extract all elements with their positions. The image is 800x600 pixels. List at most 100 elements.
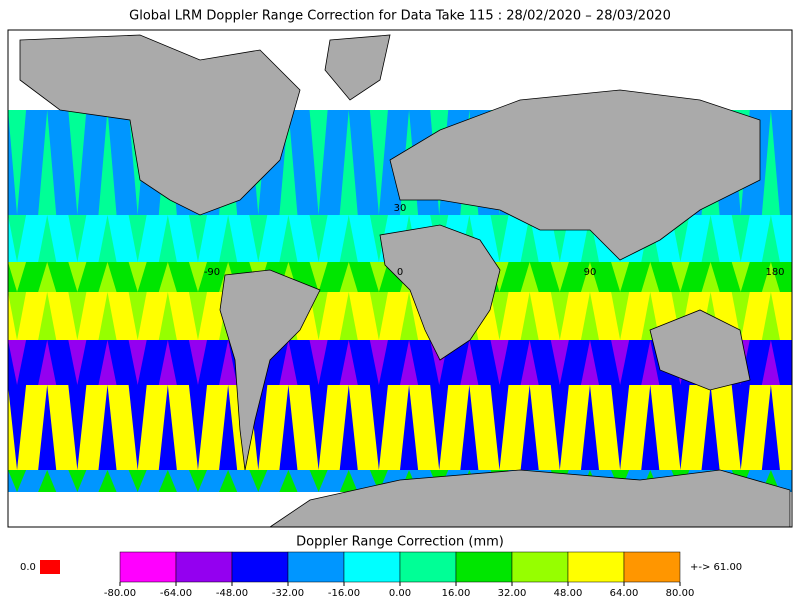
swath-track: [641, 385, 660, 470]
underflow-swatch: [40, 560, 60, 574]
greenland: [324, 34, 391, 101]
swath-track: [731, 385, 750, 470]
swath-track: [128, 292, 147, 340]
swath-track: [249, 215, 268, 262]
swath-track: [490, 340, 509, 385]
swath-track: [520, 340, 539, 385]
swath-track: [761, 340, 780, 385]
swath-track: [68, 110, 87, 215]
colorbar-swatch: [455, 551, 513, 583]
overflow-label: +-> 61.00: [690, 562, 742, 573]
swath-track: [98, 110, 117, 215]
colorbar-swatch: [175, 551, 233, 583]
colorbar-tick-label: 32.00: [498, 588, 527, 599]
swath-track: [309, 340, 328, 385]
swath-track: [98, 262, 117, 292]
swath-track: [369, 385, 388, 470]
swath-track: [68, 385, 87, 470]
swath-track: [309, 215, 328, 262]
swath-track: [400, 292, 419, 340]
colorbar-title: Doppler Range Correction (mm): [296, 535, 504, 550]
swath-track: [158, 262, 177, 292]
title: Global LRM Doppler Range Correction for …: [129, 9, 671, 24]
swath-track: [339, 470, 358, 492]
swath-track: [580, 340, 600, 385]
swath-track: [309, 385, 328, 470]
swath-track: [369, 110, 388, 215]
swath-track: [400, 340, 419, 385]
colorbar-swatch: [231, 551, 289, 583]
swath-track: [8, 110, 27, 215]
swath-track: [128, 215, 147, 262]
swath-track: [731, 262, 750, 292]
north-america: [19, 34, 301, 216]
swath-track: [701, 215, 720, 262]
swath-track: [309, 470, 328, 492]
swath-track: [188, 340, 208, 385]
antarctica: [268, 469, 791, 528]
swath-track: [641, 340, 660, 385]
colorbar-swatch: [567, 551, 625, 583]
swath-track: [611, 340, 630, 385]
south-america: [219, 269, 321, 471]
colorbar-tick-label: -16.00: [328, 588, 360, 599]
swath-track: [309, 292, 328, 340]
swath-track: [98, 292, 117, 340]
swath-track: [369, 470, 388, 492]
swath-track: [158, 385, 177, 470]
swath-track: [38, 292, 57, 340]
swath-track: [98, 215, 117, 262]
swath-track: [761, 292, 780, 340]
colorbar-swatch: [119, 551, 177, 583]
colorbar-swatch: [399, 551, 457, 583]
swath-track: [460, 340, 479, 385]
swath-track: [158, 292, 177, 340]
swath-track: [580, 262, 600, 292]
swath-track: [158, 340, 177, 385]
swath-track: [279, 110, 298, 215]
land: [19, 34, 791, 528]
swath-track: [460, 385, 479, 470]
swath-track: [490, 385, 509, 470]
map-frame: [7, 29, 793, 528]
swath-track: [369, 292, 388, 340]
swath-track: [520, 262, 539, 292]
swath-track: [38, 385, 57, 470]
swath-track: [611, 292, 630, 340]
swath-track: [188, 470, 208, 492]
swath-track: [249, 470, 268, 492]
colorbar-tick-label: -32.00: [272, 588, 304, 599]
swath-track: [219, 470, 238, 492]
grid-label: 90: [584, 267, 597, 278]
colorbar-tick-label: 80.00: [666, 588, 695, 599]
eurasia: [389, 89, 761, 261]
colorbar-tick-label: -64.00: [160, 588, 192, 599]
swath-track: [128, 470, 147, 492]
swath-track: [188, 385, 208, 470]
swath-track: [761, 262, 780, 292]
swath-track: [339, 292, 358, 340]
swath-track: [38, 110, 57, 215]
swath-track: [580, 292, 600, 340]
swath-track: [68, 470, 87, 492]
swath-track: [701, 385, 720, 470]
colorbar: -80.00 -64.00 -48.00 -32.00 -16.00 0.00 16.00 3…: [104, 551, 695, 599]
swath-track: [490, 215, 509, 262]
swath-track: [550, 262, 569, 292]
swath-track: [38, 215, 57, 262]
swath-track: [8, 385, 27, 470]
swath-track: [550, 292, 569, 340]
swath-track: [8, 215, 27, 262]
swath-track: [279, 385, 298, 470]
swath-track: [279, 340, 298, 385]
colorbar-tick-label: -48.00: [216, 588, 248, 599]
colorbar-tick-label: 48.00: [554, 588, 583, 599]
swath-track: [98, 385, 117, 470]
swath-track: [611, 262, 630, 292]
swath-track: [8, 340, 27, 385]
colorbar-swatch: [623, 551, 681, 583]
swath-track: [339, 385, 358, 470]
swath-track: [339, 340, 358, 385]
